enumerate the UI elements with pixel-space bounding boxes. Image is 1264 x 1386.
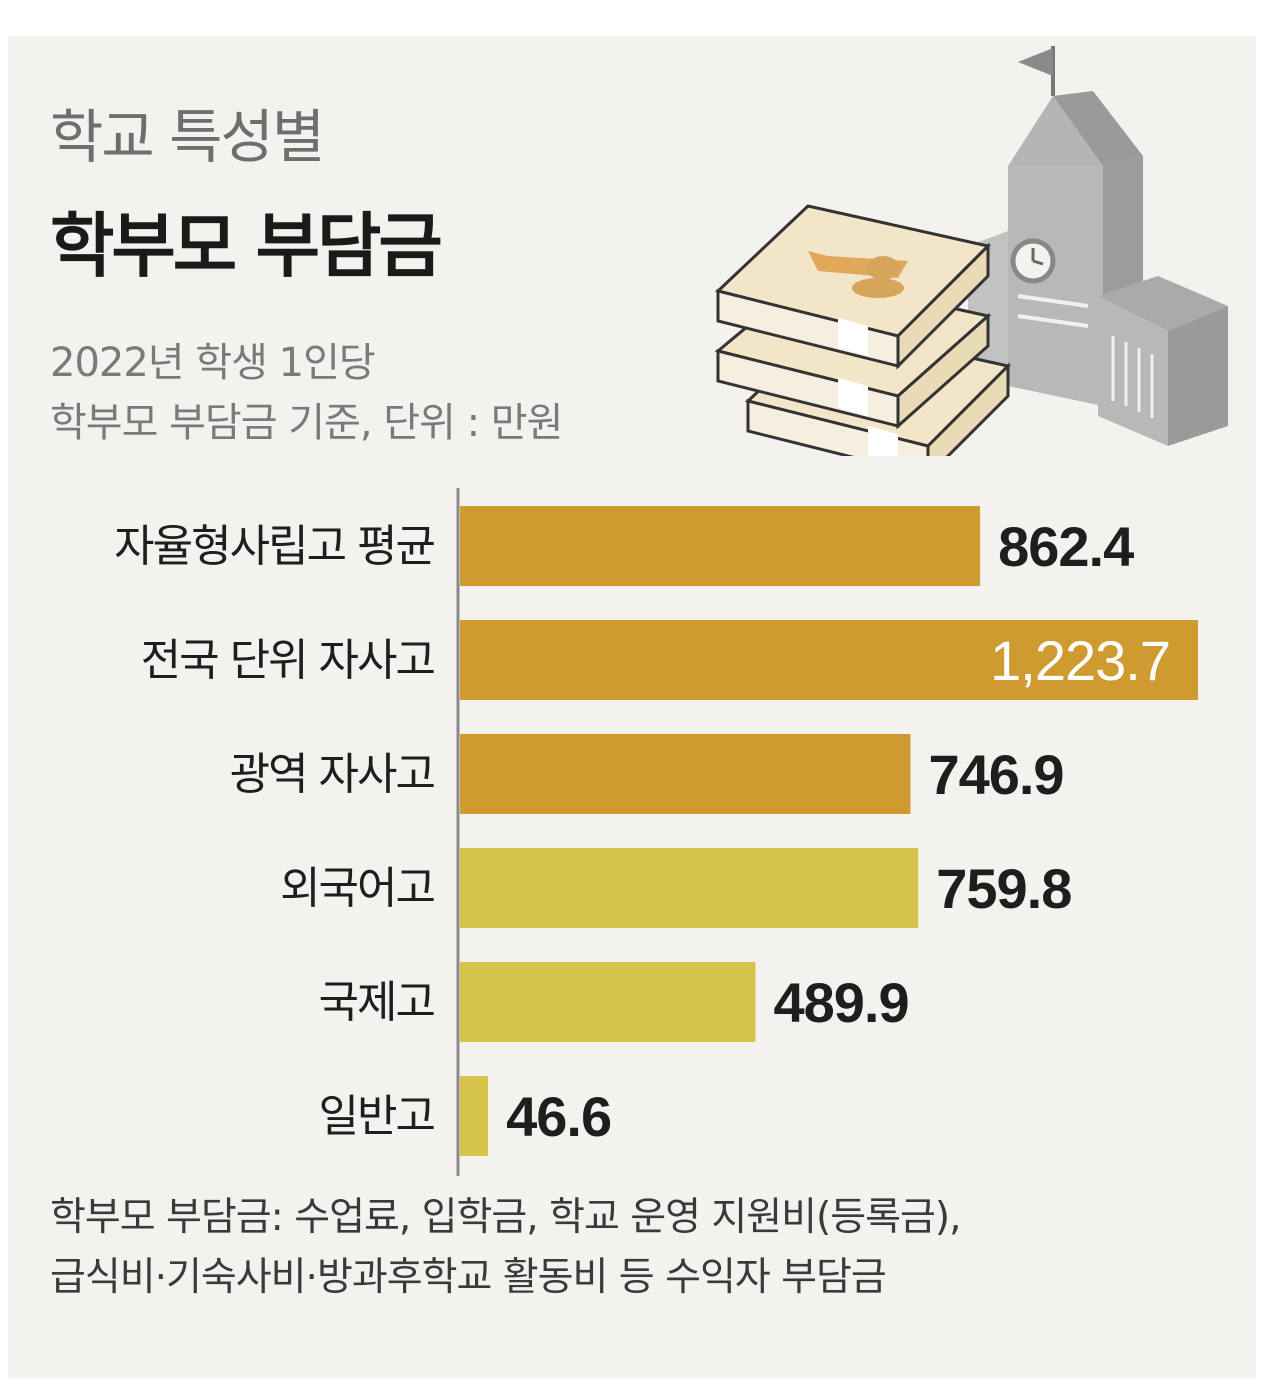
- clock-icon: [1010, 238, 1056, 284]
- category-label: 광역 자사고: [230, 749, 435, 800]
- category-label: 자율형사립고 평균: [114, 521, 434, 572]
- bar: [460, 962, 756, 1042]
- value-label: 46.6: [506, 1085, 611, 1148]
- footnote-line2: 급식비·기숙사비·방과후학교 활동비 등 수익자 부담금: [50, 1255, 887, 1300]
- value-label: 489.9: [773, 971, 908, 1034]
- value-label: 1,223.7: [990, 629, 1170, 692]
- bar: [460, 734, 911, 814]
- value-label: 862.4: [998, 515, 1134, 578]
- value-label: 746.9: [928, 743, 1063, 806]
- category-label: 국제고: [319, 977, 435, 1028]
- title-line2: 학부모 부담금: [50, 205, 443, 287]
- category-label: 일반고: [319, 1091, 435, 1142]
- bar: [460, 620, 1198, 700]
- flag-icon: [1018, 46, 1055, 96]
- infographic-card: 학교 특성별 학부모 부담금 2022년 학생 1인당 학부모 부담금 기준, …: [8, 36, 1256, 1378]
- subtitle-line2: 학부모 부담금 기준, 단위 : 만원: [50, 400, 563, 446]
- bar: [460, 1076, 489, 1156]
- footnote-line1: 학부모 부담금: 수업료, 입학금, 학교 운영 지원비(등록금),: [50, 1195, 962, 1240]
- category-label: 전국 단위 자사고: [141, 635, 435, 686]
- title-line1: 학교 특성별: [50, 103, 325, 171]
- value-label: 759.8: [936, 857, 1071, 920]
- subtitle-line1: 2022년 학생 1인당: [50, 340, 376, 386]
- bar: [460, 848, 919, 928]
- category-label: 외국어고: [280, 863, 434, 914]
- school-building-icon: [968, 46, 1228, 446]
- bar: [460, 506, 981, 586]
- bar-chart: 자율형사립고 평균 862.4 전국 단위 자사고 1,223.7 광역 자사고 746.…: [114, 488, 1198, 1176]
- illustration: [714, 46, 1228, 456]
- money-stack-icon: [714, 204, 1011, 456]
